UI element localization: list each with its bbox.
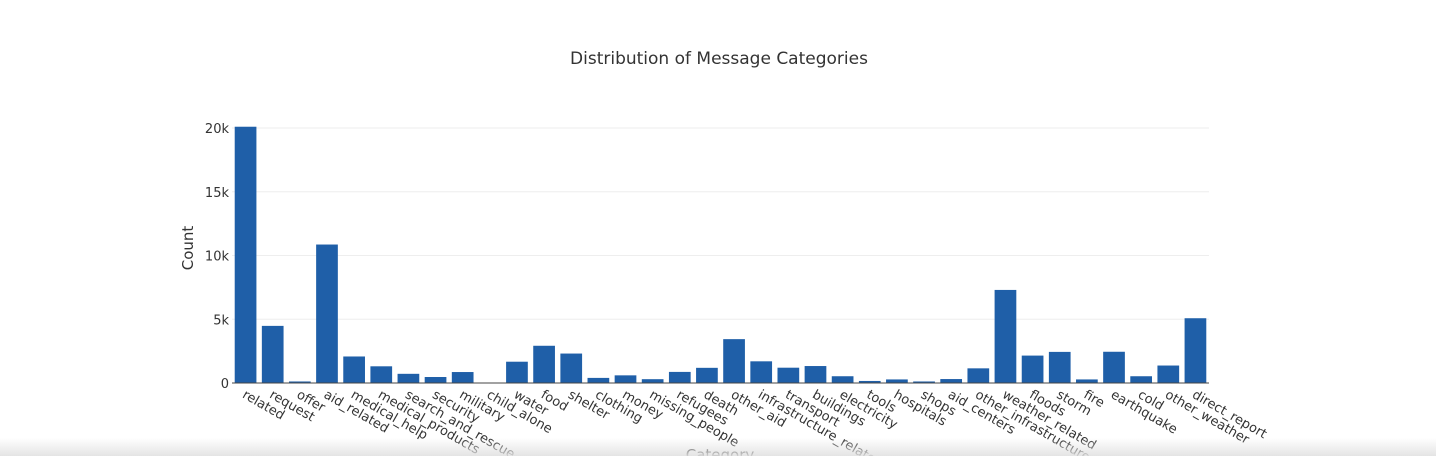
bar-fire [1076, 379, 1098, 383]
bar-weather_related [994, 289, 1017, 383]
bar-medical_help [343, 356, 365, 383]
bar-related [234, 126, 257, 383]
y-tick-label: 5k [213, 313, 229, 328]
bar-hospitals [886, 379, 908, 383]
bar-direct_report [1184, 318, 1207, 383]
bar-storm [1048, 351, 1071, 383]
bar-electricity [831, 376, 854, 383]
bar-search_and_rescue [397, 373, 420, 383]
y-axis-ticks: 0 5k 10k 15k 20k [205, 122, 230, 392]
bar-offer [288, 381, 311, 383]
x-axis-title: Category [686, 446, 755, 456]
bar-clothing [587, 377, 610, 383]
bar-other_infrastructure [967, 368, 990, 383]
bar-money [614, 375, 637, 383]
bar-security [424, 377, 447, 383]
bar-water [506, 361, 528, 383]
bar-refugees [668, 371, 691, 383]
bar-floods [1021, 355, 1044, 383]
bar-earthquake [1103, 351, 1125, 383]
y-tick-label: 10k [205, 250, 230, 265]
x-axis-ticks: relatedrequestofferaid_relatedmedical_he… [240, 387, 1270, 456]
bar-shops [913, 381, 935, 383]
bar-transport [777, 367, 800, 383]
bar-medical_products [370, 366, 393, 383]
bar-buildings [804, 366, 827, 383]
bar-tools [858, 380, 881, 383]
bar-food [533, 345, 555, 383]
bar-infrastructure_related [750, 361, 773, 383]
y-axis-title: Count [179, 226, 197, 271]
bar-aid_related [316, 244, 338, 383]
bar-missing_people [641, 379, 664, 383]
y-tick-label: 0 [221, 377, 229, 392]
gridlines [232, 127, 1209, 320]
bar-cold [1130, 376, 1153, 383]
bar-other_weather [1157, 365, 1180, 383]
bar-military [451, 372, 474, 383]
y-tick-label: 20k [205, 122, 230, 137]
bar-aid_centers [940, 379, 963, 383]
bars [232, 126, 1209, 384]
bar-shelter [560, 353, 583, 383]
bar-request [261, 325, 284, 383]
bar-other_aid [723, 339, 745, 383]
bar-death [696, 367, 718, 383]
y-tick-label: 15k [205, 186, 230, 201]
chart-title: Distribution of Message Categories [570, 49, 868, 69]
